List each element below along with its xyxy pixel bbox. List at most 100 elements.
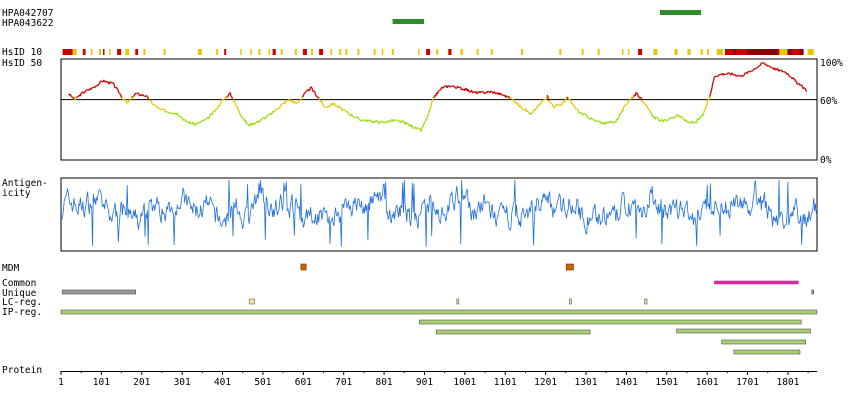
axis-tick-label: 1001 bbox=[453, 377, 476, 388]
axis-tick-label: 801 bbox=[375, 377, 392, 388]
identity-segment bbox=[642, 101, 645, 104]
axis-tick-label: 1501 bbox=[655, 377, 678, 388]
identity-segment bbox=[449, 85, 452, 88]
hsid10-segment bbox=[426, 49, 431, 55]
hsid10-segment bbox=[787, 49, 804, 55]
identity-segment bbox=[304, 91, 307, 94]
identity-segment bbox=[550, 102, 553, 105]
identity-segment bbox=[74, 98, 77, 101]
hsid10-segment bbox=[674, 49, 678, 55]
identity-segment bbox=[415, 127, 418, 130]
identity-segment bbox=[770, 66, 772, 69]
axis-tick-label: 201 bbox=[133, 377, 150, 388]
identity-segment bbox=[613, 121, 616, 124]
hsid10-segment bbox=[779, 49, 788, 55]
identity-profile-line bbox=[68, 62, 808, 132]
axis-tick-label: 901 bbox=[416, 377, 433, 388]
identity-segment bbox=[420, 127, 423, 132]
hsid10-segment bbox=[197, 49, 202, 55]
mdm-track bbox=[300, 263, 574, 271]
identity-segment bbox=[544, 99, 546, 101]
identity-segment bbox=[586, 115, 589, 119]
identity-segment bbox=[378, 120, 382, 124]
identity-segment bbox=[743, 72, 746, 75]
axis-tick-label: 1101 bbox=[494, 377, 517, 388]
identity-segment bbox=[322, 104, 325, 107]
hsid10-segment bbox=[345, 49, 348, 55]
identity-segment bbox=[582, 113, 585, 116]
identity-segment bbox=[174, 112, 177, 115]
identity-segment bbox=[477, 91, 480, 94]
identity-segment bbox=[83, 91, 86, 94]
identity-segment bbox=[255, 121, 257, 124]
identity-segment bbox=[211, 111, 214, 116]
axis-tick-label: 1801 bbox=[776, 377, 799, 388]
identity-segment bbox=[254, 122, 257, 125]
hsid10-segment bbox=[621, 49, 624, 55]
identity-segment bbox=[737, 74, 740, 77]
hsid10-segment bbox=[72, 49, 77, 55]
identity-segment bbox=[77, 95, 80, 98]
identity-segment bbox=[681, 116, 684, 119]
identity-segment bbox=[220, 100, 223, 102]
identity-segment bbox=[133, 94, 136, 97]
identity-segment bbox=[301, 95, 304, 98]
identity-segment bbox=[343, 108, 345, 111]
identity-segment bbox=[355, 116, 358, 118]
identity-segment bbox=[596, 120, 599, 123]
identity-segment bbox=[238, 112, 241, 116]
ip-region bbox=[60, 309, 818, 315]
identity-segment bbox=[623, 105, 625, 108]
identity-segment bbox=[232, 100, 235, 103]
identity-segment bbox=[455, 87, 458, 90]
hsid10-segment bbox=[302, 49, 307, 55]
identity-segment bbox=[566, 97, 569, 100]
identity-segment bbox=[657, 117, 659, 120]
identity-segment bbox=[191, 122, 193, 125]
identity-segment bbox=[522, 108, 525, 111]
identity-segment bbox=[541, 99, 544, 102]
identity-segment bbox=[726, 72, 729, 75]
identity-segment bbox=[311, 87, 314, 91]
hsid10-segment bbox=[109, 49, 111, 55]
identity-segment bbox=[407, 123, 410, 125]
identity-segment bbox=[293, 101, 295, 104]
identity-segment bbox=[590, 117, 593, 120]
identity-segment bbox=[190, 122, 192, 125]
identity-segment bbox=[459, 86, 462, 89]
identity-segment bbox=[222, 98, 225, 101]
identity-segment bbox=[534, 108, 537, 111]
identity-segment bbox=[316, 95, 318, 98]
hsid10-segment bbox=[82, 49, 86, 55]
identity-segment bbox=[298, 99, 301, 102]
identity-segment bbox=[143, 95, 146, 98]
hsid10-segment bbox=[357, 49, 360, 55]
identity-segment bbox=[676, 114, 679, 116]
identity-segment bbox=[576, 108, 578, 111]
identity-segment bbox=[723, 74, 725, 76]
identity-segment bbox=[519, 105, 523, 109]
identity-segment bbox=[234, 102, 237, 105]
identity-segment bbox=[218, 104, 221, 107]
identity-segment bbox=[132, 96, 135, 99]
identity-segment bbox=[556, 104, 558, 106]
identity-segment bbox=[424, 118, 427, 122]
hsid10-segment bbox=[250, 49, 252, 55]
identity-segment bbox=[448, 85, 451, 88]
identity-segment bbox=[531, 111, 534, 114]
hsid10-segment bbox=[216, 49, 219, 55]
identity-segment bbox=[177, 114, 180, 117]
hsid50-label: HsID 50 bbox=[2, 58, 42, 69]
hsid10-segment bbox=[687, 49, 691, 55]
identity-segment bbox=[662, 119, 665, 123]
hsid10-segment bbox=[436, 49, 439, 55]
identity-segment bbox=[439, 87, 443, 91]
identity-segment bbox=[430, 101, 433, 105]
identity-segment bbox=[370, 120, 373, 123]
identity-segment bbox=[363, 119, 366, 122]
identity-segment bbox=[305, 90, 308, 93]
identity-segment bbox=[618, 113, 621, 118]
identity-segment bbox=[623, 104, 626, 107]
identity-segment bbox=[712, 80, 715, 83]
